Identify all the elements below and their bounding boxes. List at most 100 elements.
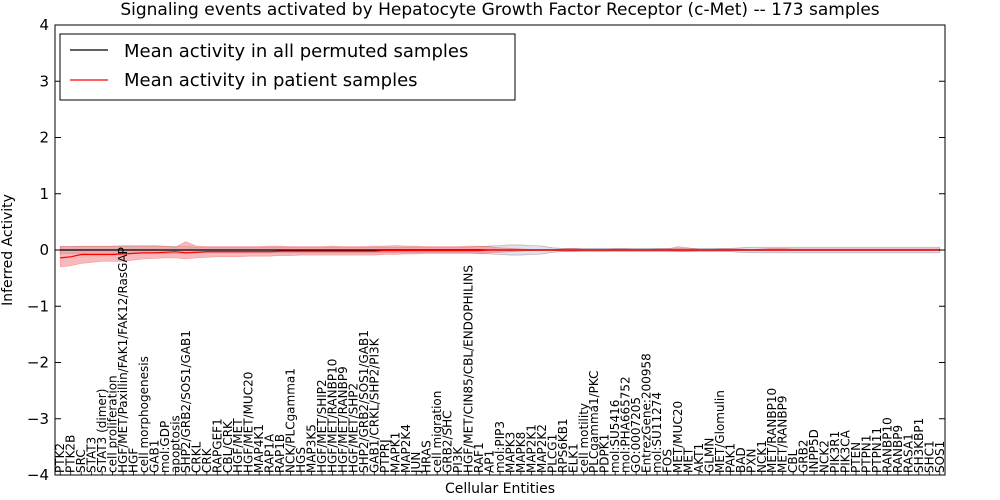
x-tick-label: MAP2K4	[399, 424, 413, 473]
x-tick-label: mol:SU5416	[608, 400, 622, 473]
legend-label-patient: Mean activity in patient samples	[124, 70, 418, 91]
x-tick-label: NCK/PLCgamma1	[284, 368, 298, 473]
x-tick-label: PDPK1	[598, 434, 612, 473]
y-ticks: −4 −3 −2 −1 0 1 2 3 4	[27, 16, 945, 484]
x-tick-label: cell motility	[577, 403, 591, 473]
series-lines	[60, 249, 940, 259]
x-tick-label: MET	[682, 447, 696, 473]
x-tick-label: GO:0007205	[629, 397, 643, 473]
x-tick-label: CBL	[786, 449, 800, 473]
x-tick-label: MAP3K5	[305, 424, 319, 473]
x-tick-label: RAPGEF1	[210, 418, 224, 473]
x-axis-label: Cellular Entities	[445, 481, 555, 497]
x-tick-label: EntrezGene:200958	[640, 353, 654, 473]
y-tick-label: −2	[27, 354, 49, 372]
x-tick-label: mol:PIP3	[493, 421, 507, 473]
x-tick-label: CBL/CRK	[221, 420, 235, 473]
x-tick-label: MAPK8	[514, 432, 528, 473]
x-tick-label: AP1	[483, 450, 497, 473]
x-tick-label: AKT1	[692, 443, 706, 473]
x-tick-label: ELK1	[566, 443, 580, 473]
x-tick-label: PAK1	[723, 443, 737, 473]
x-tick-label: apoptosis	[168, 415, 182, 473]
x-tick-label: BAD	[734, 447, 748, 473]
x-tick-label: HGF/MET	[231, 418, 245, 473]
x-tick-label: JUN	[409, 452, 423, 474]
x-tick-label: RPS6KB1	[556, 418, 570, 473]
x-tick-label: MET/MUC20	[671, 401, 685, 473]
x-tick-label: GRB2/SHC	[441, 410, 455, 473]
x-tick-label: MAP4K1	[252, 424, 266, 473]
x-tick-label: SRC	[74, 449, 88, 473]
x-tick-label: HGF	[127, 448, 141, 473]
x-tick-label: HGF/MET/MUC20	[242, 372, 256, 473]
x-tick-label: PXN	[744, 449, 758, 473]
x-tick-label: PIK3CA	[839, 429, 853, 473]
x-tick-label: PTPN11	[870, 427, 884, 473]
y-tick-label: 4	[39, 16, 49, 34]
x-tick-label: STAT3	[85, 437, 99, 473]
x-tick-label: SH3KBP1	[912, 418, 926, 473]
x-tick-label: HGF/MET/Paxillin/FAK1/FAK12/RasGAP	[116, 247, 130, 473]
x-tick-label: HGS	[294, 447, 308, 473]
legend-box	[59, 33, 516, 101]
x-tick-label: NCK2	[818, 440, 832, 473]
x-tick-label: PIK3R1	[828, 431, 842, 473]
x-tick-label: cell migration	[430, 391, 444, 473]
x-tick-label: INPP5D	[807, 429, 821, 473]
x-tick-label: PTEN	[849, 442, 863, 473]
x-tick-label: SHC1	[922, 440, 936, 473]
x-tick-label: MET/Glomulin	[713, 390, 727, 473]
y-tick-label: −3	[27, 410, 49, 428]
uncertainty-bands	[59, 241, 941, 268]
x-tick-label: PTPRJ	[378, 439, 392, 473]
y-tick-label: 3	[39, 72, 49, 90]
y-axis-label: Inferred Activity	[0, 194, 16, 306]
x-tick-label: GLMN	[702, 438, 716, 473]
x-tick-label: RAF1	[472, 442, 486, 473]
x-tick-label: SHP2/GRB2/SOS1/GAB1	[179, 330, 193, 473]
y-tick-label: 1	[39, 185, 49, 203]
x-tick-label: GAB1/CRKL/SHP2/PI3K	[367, 337, 381, 473]
x-tick-label: MAP2K1	[524, 424, 538, 473]
x-tick-label: PI3K	[451, 446, 465, 473]
x-tick-label: HGF/MET/RANBP10	[326, 359, 340, 473]
x-tick-label: FOS	[661, 449, 675, 473]
x-tick-label: GRB2	[797, 439, 811, 473]
x-tick-label: PTPN1	[860, 435, 874, 473]
y-tick-label: 0	[39, 241, 49, 259]
x-tick-label: MET/RANBP9	[776, 396, 790, 473]
x-tick-label: RANBP9	[891, 425, 905, 473]
x-tick-label: RASA1	[901, 433, 915, 473]
y-tick-label: −4	[27, 466, 49, 484]
x-tick-label: HGF/MET/CIN85/CBL/ENDOPHILINS	[462, 265, 476, 473]
y-tick-label: −1	[27, 297, 49, 315]
x-tick-label: PLCG1	[545, 434, 559, 473]
chart-title: Signaling events activated by Hepatocyte…	[120, 0, 879, 20]
x-tick-label: CRK	[200, 447, 214, 473]
x-tick-label: mol:GDP	[158, 421, 172, 473]
x-tick-label: cell morphogenesis	[137, 356, 151, 473]
x-tick-label: MAPK3	[504, 432, 518, 473]
x-tick-label: RAP1B	[273, 434, 287, 473]
x-tick-label: PTK2	[53, 443, 67, 473]
line-patient	[60, 249, 940, 259]
legend-label-permuted: Mean activity in all permuted samples	[124, 41, 468, 62]
x-tick-label: RAP1A	[263, 433, 277, 473]
x-tick-label: CRKL	[189, 441, 203, 473]
x-tick-label: cell proliferation	[106, 375, 120, 473]
x-tick-label: SHP2/GRB2/SOS1/GAB1	[357, 330, 371, 473]
x-tick-label: HRAS	[420, 440, 434, 473]
x-tick-label: HGF/MET/SHIP2	[315, 379, 329, 473]
x-tick-label: STAT3 (dimer)	[95, 389, 109, 473]
x-tick-label: mol:SU11274	[650, 392, 664, 473]
x-tick-label: SOS1	[933, 441, 947, 473]
x-tick-label: PLCgamma1/PKC	[587, 370, 601, 473]
x-tick-label: MET/RANBP10	[765, 388, 779, 473]
x-tick-label: GAB1	[148, 440, 162, 473]
x-tick-label: MAP2K2	[535, 424, 549, 473]
legend: Mean activity in all permuted samples Me…	[59, 33, 516, 101]
x-tick-label: MAPK1	[388, 432, 402, 473]
y-tick-label: 2	[39, 129, 49, 147]
